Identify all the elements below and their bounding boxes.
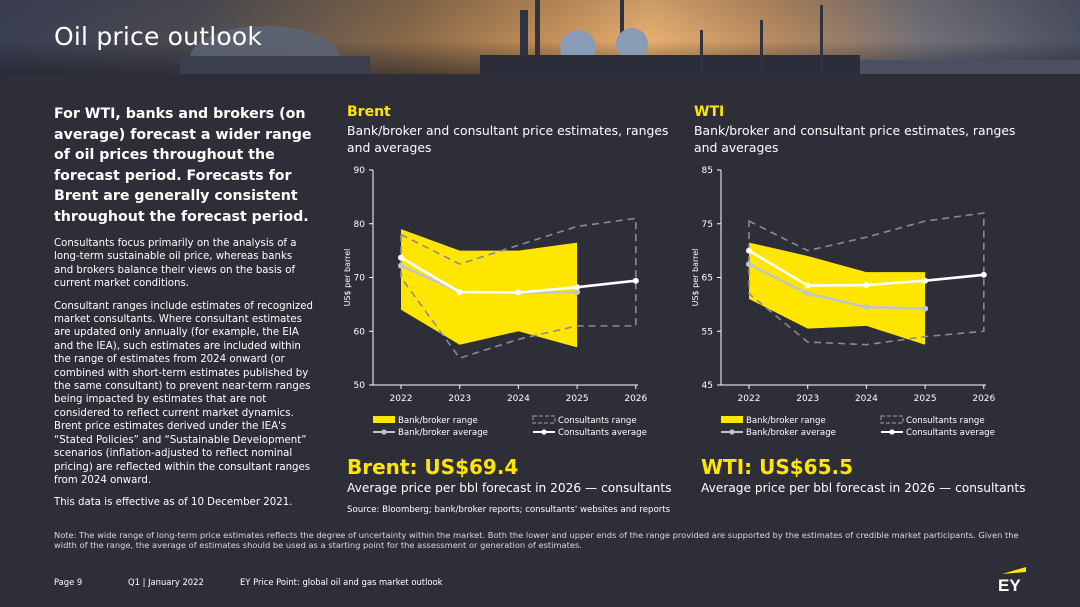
x-tick-label: 2022 (738, 394, 761, 404)
consultants-average-point (980, 271, 987, 278)
legend-label: Consultants average (558, 428, 647, 438)
legend-label: Bank/broker range (746, 416, 826, 426)
consultants-average-point (746, 247, 752, 254)
ey-logo: EY (998, 567, 1026, 592)
legend-swatch-consultants-average-dot (541, 429, 547, 435)
brent-chart: 50 60 70 80 90 2022 2023 2024 2025 2026 US$ per ba… (343, 166, 648, 438)
y-tick-label: 45 (702, 381, 713, 391)
refinery-silhouette (180, 0, 1080, 74)
consultants-average-point (632, 277, 639, 284)
wti-headline: WTI: US$65.5 (701, 455, 854, 479)
brent-chart-header: Brent Bank/broker and consultant price e… (347, 104, 677, 156)
consultants-average-point (398, 254, 404, 261)
bank-broker-average-point (398, 262, 404, 269)
y-tick-label: 65 (702, 274, 713, 284)
x-tick-label: 2026 (624, 394, 647, 404)
bank-broker-average-point (804, 290, 811, 297)
consultants-average-point (515, 289, 522, 296)
bank-broker-average-point (863, 304, 870, 311)
page-number: Page 9 (54, 577, 83, 587)
legend-swatch-bank-range (373, 416, 395, 423)
footnote: Note: The wide range of long-term price … (54, 530, 1019, 551)
footer-publication: EY Price Point: global oil and gas marke… (240, 577, 443, 587)
consultants-average-point (804, 282, 811, 289)
header-banner: Oil price outlook (0, 0, 1080, 74)
body-paragraph-3: This data is effective as of 10 December… (54, 497, 293, 509)
x-tick-label: 2023 (796, 394, 819, 404)
brent-headline: Brent: US$69.4 (347, 455, 519, 479)
legend-swatch-bank-average-dot (729, 429, 735, 435)
commentary-column: For WTI, banks and brokers (on average) … (54, 104, 314, 519)
y-tick-label: 90 (354, 166, 366, 176)
bank-broker-average-point (746, 261, 752, 268)
y-axis-label: US$ per barrel (343, 249, 352, 307)
y-tick-label: 75 (702, 220, 713, 230)
page-title: Oil price outlook (54, 22, 263, 51)
consultants-average-point (863, 282, 870, 289)
legend-swatch-bank-average-dot (381, 429, 387, 435)
source-note: Source: Bloomberg; bank/broker reports; … (347, 505, 671, 515)
wti-headline-sub: Average price per bbl forecast in 2026 —… (701, 481, 1026, 495)
brent-headline-sub: Average price per bbl forecast in 2026 —… (347, 481, 672, 495)
brent-chart-title: Brent (347, 104, 391, 120)
legend-label: Consultants range (558, 416, 637, 426)
wti-chart-header: WTI Bank/broker and consultant price est… (694, 104, 1024, 156)
wti-chart-title: WTI (694, 104, 725, 120)
y-tick-label: 80 (354, 220, 366, 230)
x-tick-label: 2023 (448, 394, 471, 404)
y-tick-label: 85 (702, 166, 713, 176)
bank-broker-range-band (749, 242, 926, 345)
legend-swatch-bank-range (721, 416, 743, 423)
legend-label: Bank/broker range (398, 416, 478, 426)
bank-broker-average-line (748, 262, 926, 310)
legend-swatch-consultants-average-dot (889, 429, 895, 435)
consultants-range-outline (748, 212, 985, 346)
legend-label: Consultants range (906, 416, 985, 426)
svg-text:EY: EY (998, 576, 1021, 592)
lead-paragraph: For WTI, banks and brokers (on average) … (54, 106, 312, 225)
consultants-average-point (574, 284, 581, 291)
body-paragraph-2: Consultant ranges include estimates of r… (54, 300, 313, 486)
legend-label: Consultants average (906, 428, 995, 438)
y-axis-label: US$ per barrel (691, 249, 700, 307)
x-tick-label: 2022 (390, 394, 413, 404)
y-tick-label: 50 (354, 381, 366, 391)
consultants-average-point (456, 289, 463, 296)
bank-broker-average-point (922, 305, 929, 312)
y-tick-label: 70 (354, 274, 366, 284)
legend-label: Bank/broker average (746, 428, 836, 438)
y-tick-label: 60 (354, 327, 366, 337)
bank-broker-average-point (574, 289, 581, 296)
footer-quarter: Q1 | January 2022 (128, 577, 204, 587)
x-tick-label: 2024 (855, 394, 878, 404)
wti-chart: 45 55 65 75 85 2022 2023 2024 2025 2026 US$ per ba… (691, 166, 996, 438)
x-tick-label: 2025 (566, 394, 589, 404)
consultants-range-outline (400, 217, 637, 360)
x-tick-label: 2024 (507, 394, 530, 404)
brent-chart-subtitle: Bank/broker and consultant price estimat… (347, 123, 669, 155)
bank-broker-range-band (401, 229, 578, 348)
legend-label: Bank/broker average (398, 428, 488, 438)
consultants-average-point (922, 277, 929, 284)
x-tick-label: 2025 (914, 394, 937, 404)
wti-chart-subtitle: Bank/broker and consultant price estimat… (694, 123, 1016, 155)
x-tick-label: 2026 (972, 394, 995, 404)
legend-swatch-consultants-range (880, 415, 904, 424)
legend-swatch-consultants-range (532, 415, 556, 424)
body-paragraph-1: Consultants focus primarily on the analy… (54, 238, 297, 290)
y-tick-label: 55 (702, 327, 713, 337)
